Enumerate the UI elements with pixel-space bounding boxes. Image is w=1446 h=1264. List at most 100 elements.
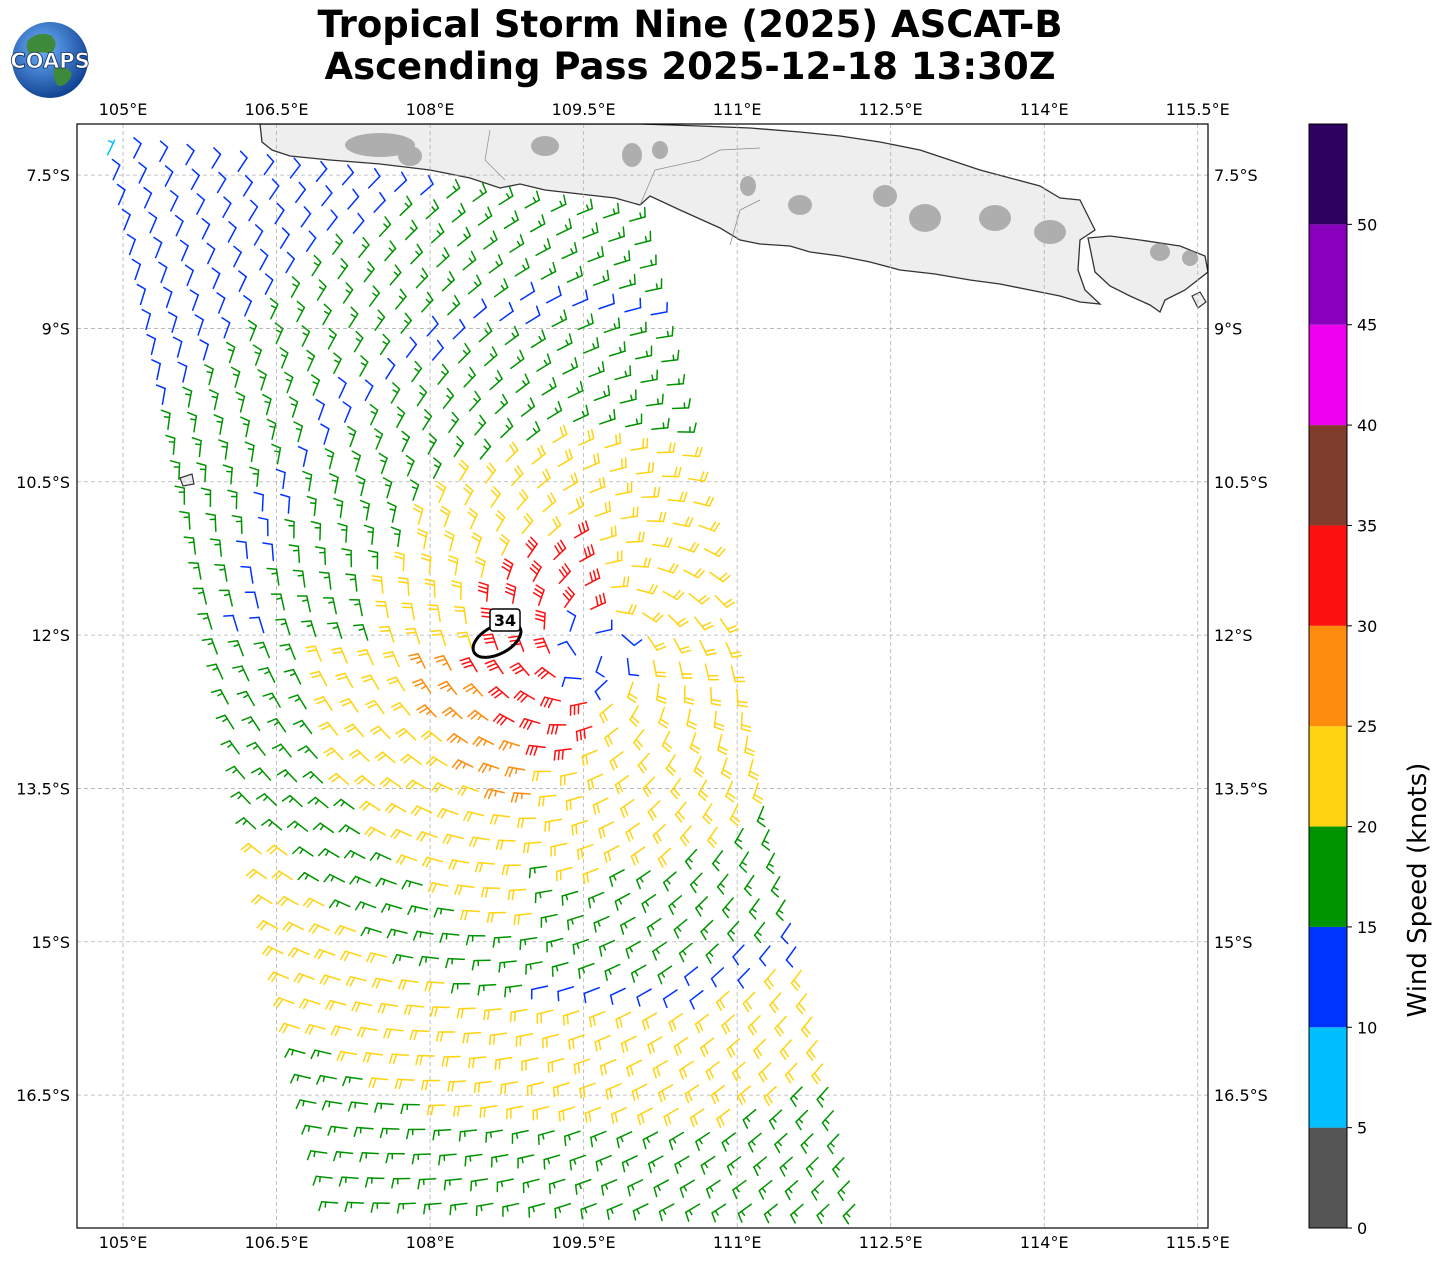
wind-barb <box>657 847 672 868</box>
wind-barb <box>371 977 393 989</box>
wind-barb <box>593 384 611 402</box>
wind-barb <box>721 1132 736 1152</box>
wind-barb <box>245 868 268 880</box>
wind-barb <box>507 888 527 901</box>
wind-barb <box>312 822 335 834</box>
wind-barb <box>300 206 312 228</box>
wind-barb <box>437 680 458 695</box>
wind-barb <box>501 864 522 876</box>
wind-barb <box>657 562 679 574</box>
colorbar-bin-10 <box>1309 124 1347 225</box>
wind-barb <box>522 841 542 854</box>
wind-barb <box>394 551 405 572</box>
wind-barb <box>667 491 688 503</box>
wind-barb <box>583 986 600 1004</box>
lat-label-right: 7.5°S <box>1214 166 1258 185</box>
wind-barb <box>374 1102 395 1113</box>
wind-barb <box>744 735 755 757</box>
wind-barb <box>409 1029 430 1041</box>
wind-barb <box>641 894 657 914</box>
wind-barb <box>296 595 311 613</box>
wind-barb <box>513 690 536 703</box>
wind-barb <box>169 460 181 480</box>
wind-barb <box>716 1108 731 1129</box>
wind-barb <box>705 1179 721 1199</box>
wind-barb <box>619 798 635 819</box>
wind-barb <box>432 1128 452 1141</box>
wind-barb <box>220 740 240 755</box>
wind-barb <box>730 665 746 683</box>
wind-barb <box>668 614 689 628</box>
wind-barb <box>630 846 646 866</box>
wind-barb <box>500 1081 519 1095</box>
wind-barb <box>561 241 578 260</box>
wind-barb <box>494 1056 513 1070</box>
wind-barb <box>742 991 756 1013</box>
wind-barb <box>458 459 469 482</box>
wind-barb <box>439 932 460 943</box>
colorbar-bin-8 <box>1309 324 1347 426</box>
wind-barb <box>737 967 751 989</box>
wind-barb <box>390 526 401 548</box>
wind-barb <box>116 183 126 206</box>
wind-barb <box>700 1155 716 1175</box>
wind-barb <box>556 333 573 351</box>
wind-barb <box>380 903 403 913</box>
wind-barb <box>477 983 497 996</box>
wind-barb <box>509 234 525 253</box>
wind-barb <box>498 960 517 973</box>
wind-barb <box>584 568 601 587</box>
wind-barb <box>816 1086 829 1108</box>
wind-barb <box>495 510 506 532</box>
wind-barb <box>373 192 386 213</box>
wind-barb <box>339 698 359 713</box>
wind-barb <box>379 1127 400 1139</box>
wind-barb <box>661 466 682 478</box>
wind-barb <box>422 856 444 868</box>
wind-barb <box>646 917 662 937</box>
wind-barb <box>683 685 695 705</box>
wind-barb <box>626 657 640 677</box>
wind-barb <box>593 915 610 933</box>
wind-barb <box>658 1083 674 1103</box>
wind-barb <box>327 1125 348 1136</box>
wind-barb <box>683 568 705 579</box>
wind-barb <box>462 250 477 271</box>
wind-barb <box>677 422 697 433</box>
wind-barb <box>632 1203 649 1221</box>
wind-barb <box>363 524 375 545</box>
wind-barb <box>285 251 295 274</box>
wind-barb <box>262 945 284 957</box>
wind-barb <box>504 984 523 998</box>
wind-barbs <box>106 137 856 1225</box>
wind-barb <box>369 725 391 739</box>
colorbar-frame <box>1308 123 1348 1229</box>
wind-barb <box>412 930 434 941</box>
wind-barb <box>225 765 246 780</box>
wind-barb <box>541 377 557 396</box>
wind-barb <box>227 221 237 243</box>
wind-barb <box>342 282 354 304</box>
wind-barb <box>698 521 721 532</box>
wind-barb <box>453 605 467 625</box>
wind-barb <box>153 236 163 259</box>
wind-barb <box>306 1150 328 1161</box>
lon-label-bottom: 111°E <box>713 1233 762 1252</box>
lat-label-right: 9°S <box>1214 319 1242 338</box>
wind-barb <box>678 661 693 679</box>
wind-barb <box>639 254 657 269</box>
wind-barb <box>246 741 266 756</box>
wind-barb <box>384 802 407 814</box>
wind-barb <box>686 708 698 730</box>
wind-barb <box>645 278 663 293</box>
wind-barb <box>227 489 238 510</box>
lat-labels-left: 7.5°S 9°S 10.5°S 12°S 13.5°S 15°S 16.5°S <box>16 166 70 1105</box>
wind-barb <box>240 565 254 584</box>
wind-barb <box>580 1203 597 1220</box>
wind-barb <box>700 919 714 941</box>
wind-barb <box>238 270 247 292</box>
wind-barb <box>185 143 195 166</box>
colorbar-tick-label: 15 <box>1357 918 1377 937</box>
wind-barb <box>194 314 204 336</box>
wind-barb <box>647 636 667 651</box>
